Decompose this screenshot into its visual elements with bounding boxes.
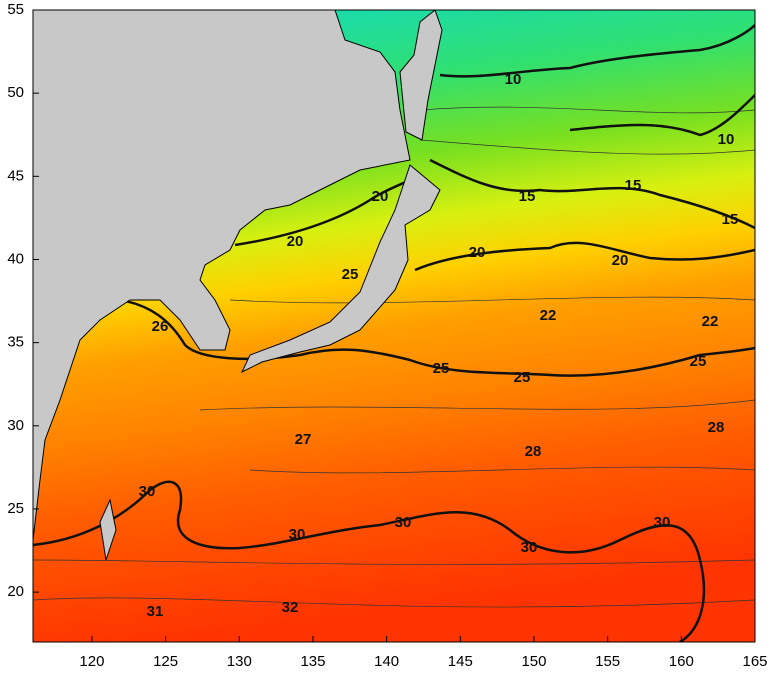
- isotherm: [234, 178, 755, 272]
- x-tick-label: 160: [669, 653, 694, 670]
- contour-label: 15: [519, 188, 536, 205]
- x-tick-label: 135: [300, 653, 325, 670]
- contour-label: 30: [395, 514, 412, 531]
- contour-label: 20: [372, 188, 389, 205]
- x-tick-label: 150: [521, 653, 546, 670]
- isotherm: [569, 94, 755, 137]
- x-tick-label: 130: [227, 653, 252, 670]
- y-tick-label: 20: [7, 583, 24, 600]
- contour-label: 26: [152, 318, 169, 335]
- land: [399, 10, 443, 141]
- contour-label: 20: [469, 244, 486, 261]
- land: [33, 10, 411, 541]
- contour-label: 30: [521, 539, 538, 556]
- contour-label: 22: [702, 313, 719, 330]
- contour-label: 30: [654, 514, 671, 531]
- x-tick-label: 120: [79, 653, 104, 670]
- contour-label: 10: [718, 131, 735, 148]
- y-tick-label: 25: [7, 500, 24, 517]
- contour-label: 15: [722, 211, 739, 228]
- contour-label: 31: [147, 603, 164, 620]
- x-tick-label: 125: [153, 653, 178, 670]
- land: [99, 498, 117, 561]
- contour-label: 30: [289, 526, 306, 543]
- contour-lines: [33, 106, 755, 608]
- contour-label: 20: [612, 252, 629, 269]
- y-tick-label: 30: [7, 417, 24, 434]
- y-tick-label: 55: [7, 1, 24, 18]
- contour-label: 27: [295, 431, 312, 448]
- y-tick-label: 40: [7, 250, 24, 267]
- x-tick-label: 155: [595, 653, 620, 670]
- contour-label: 22: [540, 307, 557, 324]
- contour-label: 10: [505, 71, 522, 88]
- contour-label: 32: [282, 599, 299, 616]
- isotherm: [429, 158, 755, 230]
- x-tick-label: 165: [742, 653, 767, 670]
- contour-label: 20: [287, 233, 304, 250]
- contour-label: 28: [525, 443, 542, 460]
- contour-label: 25: [342, 266, 359, 283]
- x-tick-label: 140: [374, 653, 399, 670]
- contour-label: 28: [708, 419, 725, 436]
- x-tick-label: 145: [448, 653, 473, 670]
- y-tick-label: 45: [7, 167, 24, 184]
- y-tick-label: 50: [7, 84, 24, 101]
- land: [240, 164, 441, 374]
- map-field: [33, 10, 755, 642]
- y-tick-label: 35: [7, 334, 24, 351]
- contour-label: 25: [690, 353, 707, 370]
- plot-frame: [32, 9, 756, 643]
- contour-label: 15: [625, 177, 642, 194]
- isotherm: [439, 24, 755, 78]
- contour-label: 25: [433, 360, 450, 377]
- contour-label: 30: [139, 483, 156, 500]
- contour-label: 25: [514, 369, 531, 386]
- isotherm: [33, 480, 706, 642]
- isotherm: [119, 298, 755, 377]
